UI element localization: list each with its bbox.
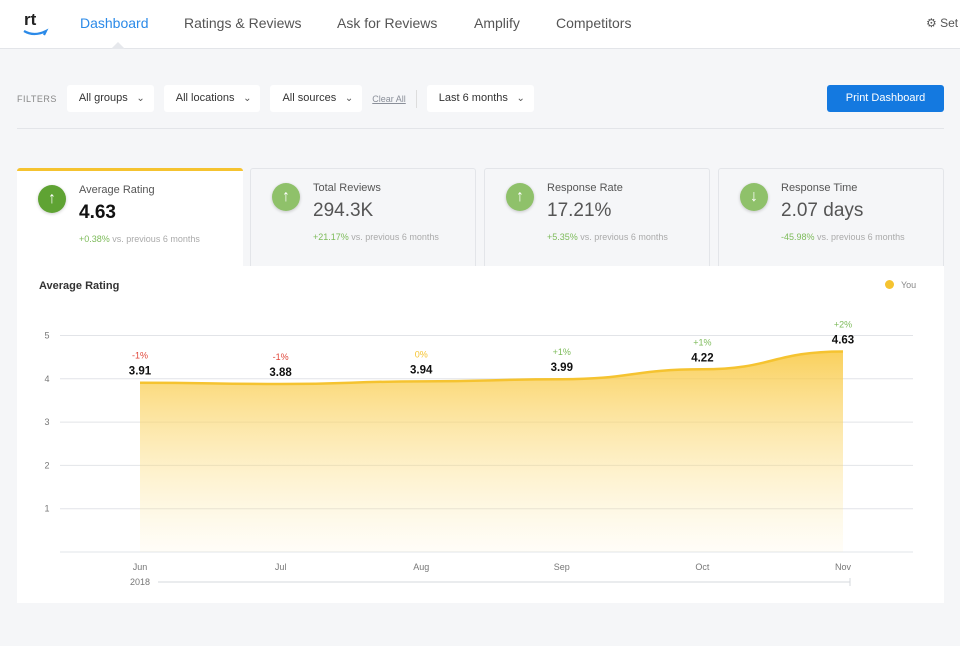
data-label: 3.88 xyxy=(269,367,292,379)
nav-ratings-reviews[interactable]: Ratings & Reviews xyxy=(184,15,302,31)
kpi-title: Average Rating xyxy=(79,184,155,196)
legend-label: You xyxy=(901,280,917,290)
filters-label: FILTERS xyxy=(17,93,57,104)
print-dashboard-button[interactable]: Print Dashboard xyxy=(827,85,944,112)
logo[interactable]: rt xyxy=(22,8,50,40)
series-line-you xyxy=(139,350,844,386)
kpi-card-total-reviews[interactable]: ↑ Total Reviews 294.3K +21.17% vs. previ… xyxy=(250,168,476,266)
change-label: 0% xyxy=(415,349,428,359)
settings-label: Set xyxy=(940,16,959,30)
delta-value: +5.35% xyxy=(547,232,578,242)
delta-suffix: vs. previous 6 months xyxy=(351,232,439,242)
period-dropdown[interactable]: Last 6 months ⌄ xyxy=(426,85,534,112)
settings-link[interactable]: ⚙ Set xyxy=(926,16,958,30)
x-tick-label: Nov xyxy=(835,562,852,572)
groups-dropdown[interactable]: All groups ⌄ xyxy=(66,85,154,112)
kpi-value: 17.21% xyxy=(547,200,612,221)
change-label: -1% xyxy=(132,351,148,361)
x-tick-label: Jul xyxy=(275,562,287,572)
x-tick-label: Sep xyxy=(554,562,570,572)
kpi-delta: +0.38% vs. previous 6 months xyxy=(79,234,200,244)
legend-item-you[interactable]: You xyxy=(885,280,916,290)
delta-suffix: vs. previous 6 months xyxy=(580,232,668,242)
sources-value: All sources xyxy=(282,92,337,104)
nav-competitors[interactable]: Competitors xyxy=(556,15,632,31)
active-caret xyxy=(111,42,125,49)
kpi-card-average-rating[interactable]: ↑ Average Rating 4.63 +0.38% vs. previou… xyxy=(17,168,243,266)
y-tick-label: 4 xyxy=(44,374,49,384)
y-tick-label: 3 xyxy=(44,417,49,427)
chevron-down-icon: ⌄ xyxy=(516,93,525,104)
y-tick-label: 1 xyxy=(44,504,49,514)
kpi-delta: +5.35% vs. previous 6 months xyxy=(547,232,668,242)
nav-dashboard[interactable]: Dashboard xyxy=(80,15,149,31)
kpi-value: 294.3K xyxy=(313,200,374,221)
area-chart: 1 2 3 4 5 -1% 3.91 Jun -1% 3.88 Jul 0% 3.94 Aug +1% 3.9… xyxy=(44,320,913,587)
kpi-card-response-time[interactable]: ↓ Response Time 2.07 days -45.98% vs. pr… xyxy=(718,168,944,266)
divider xyxy=(415,89,417,108)
kpi-title: Total Reviews xyxy=(313,182,381,194)
change-label: +2% xyxy=(834,320,852,330)
kpi-title: Response Time xyxy=(781,182,858,194)
data-label: 3.94 xyxy=(410,364,433,376)
kpi-delta: +21.17% vs. previous 6 months xyxy=(313,232,439,242)
delta-value: -45.98% xyxy=(781,232,815,242)
year-label: 2018 xyxy=(130,577,150,587)
x-tick-label: Aug xyxy=(413,562,429,572)
chevron-down-icon: ⌄ xyxy=(344,93,354,104)
delta-suffix: vs. previous 6 months xyxy=(817,232,905,242)
chevron-down-icon: ⌄ xyxy=(243,93,252,104)
locations-dropdown[interactable]: All locations ⌄ xyxy=(163,85,261,112)
chevron-down-icon: ⌄ xyxy=(136,93,145,104)
kpi-value: 4.63 xyxy=(79,202,116,223)
gear-icon: ⚙ xyxy=(926,16,937,30)
kpi-value: 2.07 days xyxy=(781,200,864,221)
data-label: 4.22 xyxy=(691,352,713,364)
data-label: 4.63 xyxy=(832,335,854,347)
chart-title: Average Rating xyxy=(39,280,120,292)
change-label: +1% xyxy=(693,337,711,347)
arrow-up-icon: ↑ xyxy=(272,183,300,211)
x-tick-label: Oct xyxy=(695,562,710,572)
arrow-up-icon: ↑ xyxy=(38,185,66,213)
x-tick-label: Jun xyxy=(133,562,148,572)
y-tick-label: 5 xyxy=(44,331,49,341)
filter-bar: FILTERS All groups ⌄ All locations ⌄ All s… xyxy=(17,85,534,112)
kpi-title: Response Rate xyxy=(547,182,623,194)
svg-text:rt: rt xyxy=(24,10,37,29)
sources-dropdown[interactable]: All sources ⌄ xyxy=(270,85,363,112)
change-label: -1% xyxy=(273,352,289,362)
clear-all-link[interactable]: Clear All xyxy=(372,93,406,104)
y-tick-label: 2 xyxy=(44,460,49,470)
delta-value: +21.17% xyxy=(313,232,349,242)
kpi-delta: -45.98% vs. previous 6 months xyxy=(781,232,905,242)
change-label: +1% xyxy=(553,347,571,357)
data-label: 3.99 xyxy=(551,362,573,374)
legend-swatch xyxy=(885,280,894,289)
nav-ask-for-reviews[interactable]: Ask for Reviews xyxy=(337,15,438,31)
top-nav: rt Dashboard Ratings & Reviews Ask for R… xyxy=(0,0,960,49)
groups-value: All groups xyxy=(78,92,128,104)
period-value: Last 6 months xyxy=(438,92,508,104)
arrow-up-icon: ↑ xyxy=(506,183,534,211)
delta-suffix: vs. previous 6 months xyxy=(112,234,200,244)
series-area-you xyxy=(140,351,843,552)
arrow-down-icon: ↓ xyxy=(740,183,768,211)
data-label: 3.91 xyxy=(129,366,152,378)
delta-value: +0.38% xyxy=(79,234,110,244)
locations-value: All locations xyxy=(175,92,235,104)
chart-panel: Average Rating You 1 2 3 4 5 -1% 3.91 Jun -1% 3.8… xyxy=(17,266,944,603)
divider xyxy=(17,128,944,129)
kpi-card-response-rate[interactable]: ↑ Response Rate 17.21% +5.35% vs. previo… xyxy=(484,168,710,266)
nav-amplify[interactable]: Amplify xyxy=(474,15,520,31)
